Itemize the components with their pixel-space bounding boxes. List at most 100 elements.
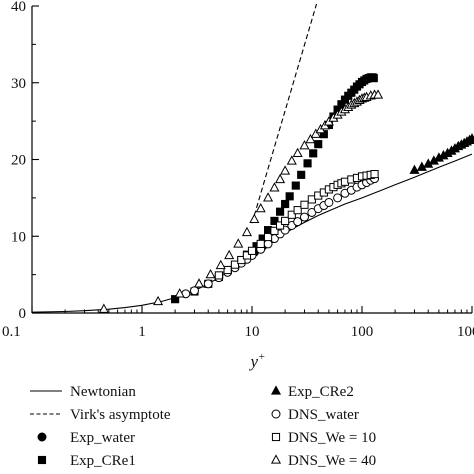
dns-we-40-point <box>98 303 109 313</box>
dns-we-40-point <box>241 226 253 237</box>
dns-we-40-point <box>193 278 205 288</box>
legend-item-dns-we-40: DNS_We = 40 <box>270 453 376 469</box>
series-exp-cre2 <box>409 133 474 174</box>
x-tick-label: 10 <box>245 324 260 340</box>
dns-we-10-point <box>264 232 273 242</box>
legend-label-exp-water: Exp_water <box>70 430 135 446</box>
dns-we-40-point <box>305 133 316 144</box>
legend-item-dns-water: DNS_water <box>271 407 359 423</box>
y-tick-label: 40 <box>11 0 26 15</box>
legend-item-virk-s-asymptote: Virk's asymptote <box>30 407 171 423</box>
legend-marker-dns-we-10 <box>271 432 281 442</box>
x-axis-ticks: 0.1 1 10 100 1000 <box>2 306 474 340</box>
exp-cre1-point <box>303 159 312 168</box>
legend-item-newtonian: Newtonian <box>30 384 136 400</box>
legend-item-exp-cre2: Exp_CRe2 <box>270 384 354 400</box>
dns-we-40-point <box>174 288 185 298</box>
dns-we-10-point <box>223 265 232 275</box>
x-axis-title: y+ <box>249 351 266 371</box>
exp-cre1-point <box>285 192 294 201</box>
exp-cre1-point <box>281 199 290 209</box>
series-newtonian <box>31 153 473 313</box>
legend-label-dns-water: DNS_water <box>288 407 359 423</box>
dns-we-10-point <box>214 271 223 280</box>
dns-we-10-point <box>230 260 240 269</box>
dns-we-10-point <box>256 239 265 248</box>
dns-we-40-point <box>224 249 235 260</box>
dns-we-40-point <box>233 238 244 248</box>
x-tick-label: 100 <box>351 324 374 340</box>
y-tick-label: 0 <box>19 306 27 322</box>
dns-we-40-point <box>310 128 321 138</box>
legend-item-dns-we-10: DNS_We = 10 <box>271 430 376 446</box>
dns-water-point <box>293 217 303 227</box>
legend-item-exp-water: Exp_water <box>37 430 135 446</box>
dns-we-10-point <box>270 226 279 235</box>
dns-we-10-point <box>293 206 302 215</box>
plot-area <box>31 4 474 313</box>
series-virk-s-asymptote <box>251 4 318 224</box>
series-dns-we-40 <box>98 89 384 313</box>
dns-we-40-point <box>299 140 310 150</box>
y-tick-label: 10 <box>11 229 26 245</box>
dns-water-point <box>324 197 334 207</box>
dns-we-40-point <box>215 259 226 270</box>
legend-label-exp-cre2: Exp_CRe2 <box>288 384 354 400</box>
dns-water-point <box>307 207 317 217</box>
exp-cre1-point <box>276 207 285 216</box>
y-tick-label: 20 <box>11 153 26 169</box>
dns-we-10-point <box>237 255 246 265</box>
exp-cre1-point <box>309 149 318 158</box>
legend-marker-dns-water <box>271 409 281 419</box>
legend-label-dns-we-10: DNS_We = 10 <box>288 430 376 446</box>
dns-we-10-point <box>281 216 290 225</box>
dns-we-10-point <box>300 200 309 209</box>
exp-cre2-point <box>409 164 420 174</box>
x-tick-label: 1000 <box>457 324 474 340</box>
legend-label-dns-we-40: DNS_We = 40 <box>288 453 376 469</box>
legend-marker-dns-we-40 <box>270 454 282 464</box>
exp-cre1-point <box>270 216 279 225</box>
exp-cre1-point <box>291 181 300 190</box>
x-axis-title-superscript: + <box>258 351 265 363</box>
dns-we-40-point <box>255 202 266 213</box>
x-axis-title-text: y <box>249 352 259 371</box>
dns-water-point <box>299 212 309 222</box>
exp-cre1-point <box>369 74 378 83</box>
dns-we-10-point <box>247 246 257 255</box>
dns-we-40-point <box>373 89 384 99</box>
legend-label-exp-cre1: Exp_CRe1 <box>70 453 136 469</box>
dns-we-10-point <box>287 210 296 219</box>
x-tick-label: 0.1 <box>2 324 21 340</box>
dns-we-10-point <box>242 251 252 260</box>
legend-marker-exp-cre2 <box>270 385 282 395</box>
legend-marker-exp-cre1 <box>37 455 47 465</box>
series-dns-water <box>181 174 380 299</box>
exp-cre1-point <box>297 170 306 179</box>
legend-marker-exp-water <box>37 432 47 442</box>
exp-cre2-point <box>466 133 474 143</box>
dns-we-40-point <box>269 182 280 192</box>
dns-we-40-point <box>286 155 297 165</box>
dns-we-40-point <box>275 173 286 184</box>
dns-we-40-point <box>249 213 260 224</box>
x-tick-label: 1 <box>138 324 146 340</box>
legend-label-newtonian: Newtonian <box>70 384 136 400</box>
dns-we-10-point <box>276 221 285 230</box>
dns-we-40-point <box>153 295 164 306</box>
y-axis-ticks: 0 10 20 30 40 <box>11 0 39 322</box>
dns-water-point <box>189 286 199 296</box>
dns-we-40-point <box>280 165 291 175</box>
dns-water-point <box>333 193 343 203</box>
dns-we-40-point <box>292 147 303 158</box>
newtonian-line <box>31 153 473 313</box>
exp-cre1-point <box>314 140 323 149</box>
dns-water-point <box>203 279 213 289</box>
dns-we-40-point <box>205 268 216 279</box>
legend-item-exp-cre1: Exp_CRe1 <box>37 453 136 469</box>
series-dns-we-10 <box>214 170 379 280</box>
dns-we-10-point <box>370 170 379 179</box>
legend: Newtonian Virk's asymptote Exp_water Exp_CR… <box>30 384 376 469</box>
exp-cre1-point <box>171 295 180 304</box>
